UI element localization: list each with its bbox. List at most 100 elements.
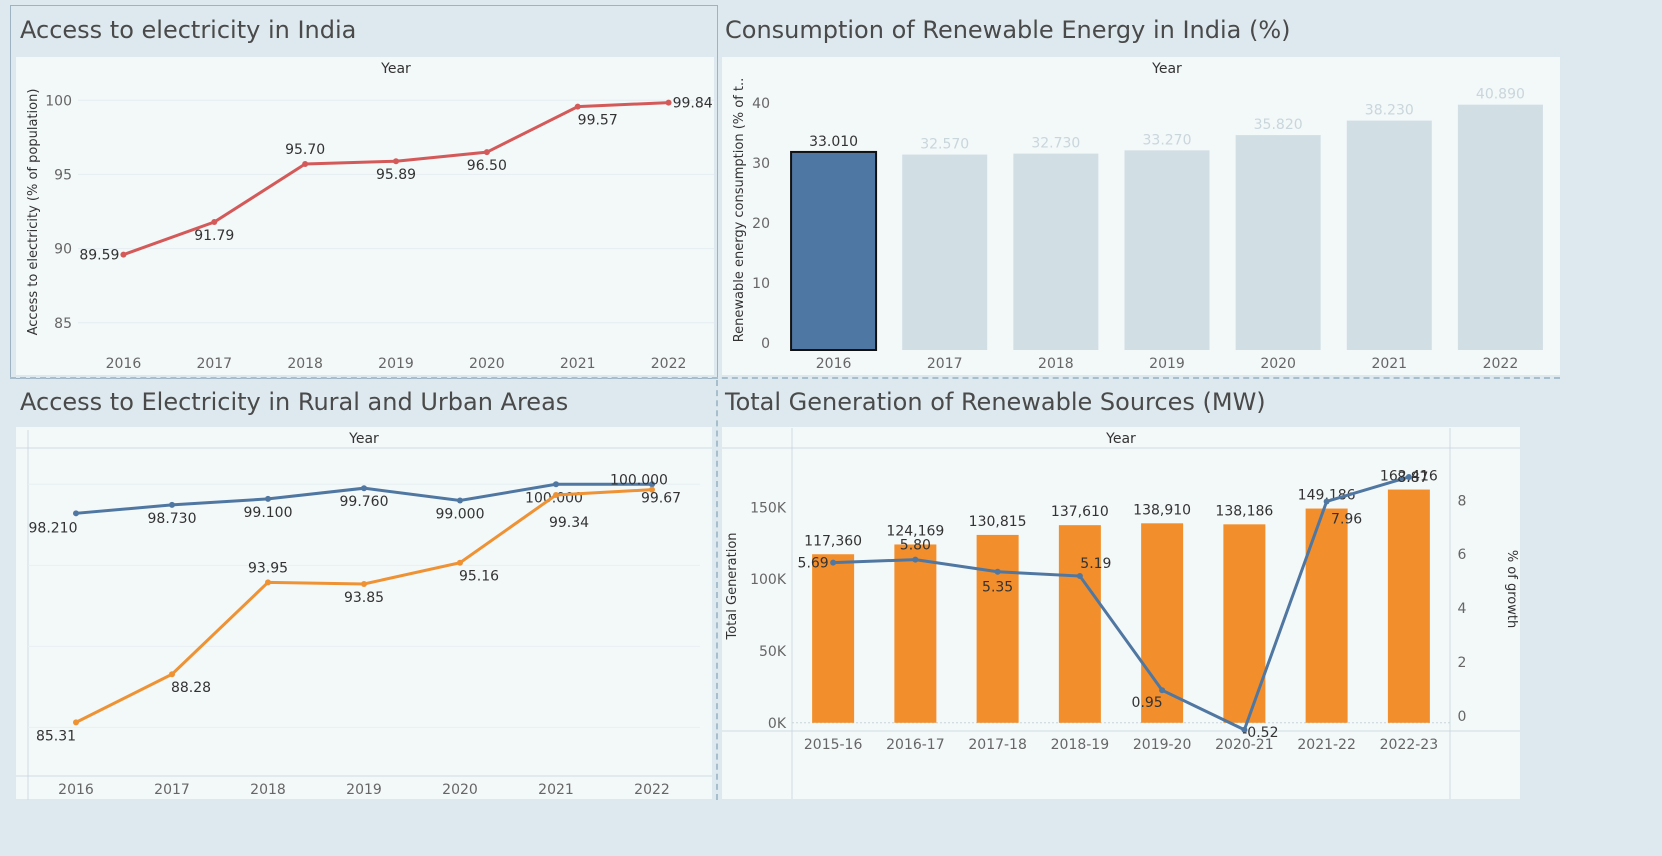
data-label: 100.000 — [610, 472, 668, 488]
rural-urban-panel: Access to Electricity in Rural and Urban… — [0, 380, 716, 856]
bar — [812, 554, 855, 723]
growth-label: -0.52 — [1242, 725, 1278, 741]
y-tick-label: 90 — [54, 242, 72, 258]
x-tick-label: 2020 — [1260, 356, 1296, 372]
bar-label: 138,186 — [1215, 503, 1273, 519]
y2-tick-label: 2 — [1458, 655, 1467, 671]
column-header: Year — [380, 61, 411, 77]
column-header: Year — [1105, 431, 1136, 447]
bar-label: 137,610 — [1051, 504, 1109, 520]
data-label: 88.28 — [171, 680, 211, 696]
horizontal-separator — [10, 377, 1560, 379]
y-tick-label: 150K — [750, 500, 787, 516]
data-label: 99.84 — [673, 96, 713, 112]
data-point — [649, 481, 655, 488]
bar — [1457, 104, 1543, 350]
y2-tick-label: 8 — [1458, 493, 1467, 509]
x-tick-label: 2020-21 — [1215, 737, 1274, 753]
growth-label: 5.35 — [982, 580, 1013, 596]
data-point — [302, 161, 309, 168]
data-point — [265, 495, 271, 502]
data-label: 33.270 — [1143, 132, 1192, 148]
y-tick-label: 100 — [45, 93, 72, 109]
data-label: 32.570 — [920, 137, 969, 153]
bar — [1235, 135, 1321, 350]
x-tick-label: 2017 — [154, 782, 190, 798]
x-tick-label: 2017 — [196, 356, 232, 372]
selected-panel-border — [10, 5, 718, 379]
y2-axis-label: % of growth — [1504, 550, 1519, 628]
data-label: 93.85 — [344, 590, 384, 606]
data-label: 98.210 — [29, 520, 78, 536]
growth-label: 0.95 — [1132, 695, 1163, 711]
bar — [1058, 525, 1101, 723]
data-point — [553, 492, 559, 499]
x-tick-label: 2017-18 — [968, 737, 1027, 753]
growth-point — [830, 559, 837, 566]
x-tick-label: 2018-19 — [1051, 737, 1110, 753]
y-tick-label: 30 — [752, 156, 770, 172]
renewable-consumption-chart: Year 0 10 20 30 40 Renewable energy consumptio… — [732, 61, 1543, 372]
y-axis-label: Access to electricity (% of population) — [26, 89, 41, 336]
x-tick-label: 2016 — [58, 782, 94, 798]
data-label: 91.79 — [194, 228, 234, 244]
x-tick-label: 2022 — [651, 356, 687, 372]
growth-point — [1076, 573, 1083, 580]
x-tick-label: 2019-20 — [1133, 737, 1192, 753]
data-label: 95.89 — [376, 167, 416, 183]
data-point — [73, 510, 79, 517]
data-label: 93.95 — [248, 560, 288, 576]
y-tick-label: 20 — [752, 216, 770, 232]
x-tick-label: 2022-23 — [1380, 737, 1439, 753]
x-tick-label: 2015-16 — [804, 737, 863, 753]
x-tick-label: 2018 — [287, 356, 323, 372]
data-label: 89.59 — [79, 248, 119, 264]
column-header: Year — [1151, 61, 1182, 77]
data-label: 95.16 — [459, 569, 499, 585]
data-point — [457, 559, 463, 566]
growth-label: 5.69 — [798, 556, 829, 572]
electricity-plot-area — [16, 57, 714, 375]
data-label: 40.890 — [1476, 87, 1525, 103]
data-label: 32.730 — [1031, 136, 1080, 152]
bar-label: 124,169 — [886, 523, 944, 539]
rural-urban-chart: Year 2016 2017 2018 2019 2020 2021 2022 98.210 98… — [16, 430, 712, 800]
y2-tick-label: 4 — [1458, 601, 1467, 617]
data-label: 99.760 — [340, 494, 389, 510]
renewable-consumption-panel: Consumption of Renewable Energy in India… — [718, 0, 1662, 378]
growth-label: 5.19 — [1080, 556, 1111, 572]
y-tick-label: 0 — [761, 336, 770, 352]
data-point — [457, 497, 463, 504]
x-tick-label: 2020 — [442, 782, 478, 798]
renewable-generation-panel: Total Generation of Renewable Sources (M… — [718, 380, 1662, 856]
bar-label: 130,815 — [969, 514, 1027, 530]
renewable-consumption-chart-title: Consumption of Renewable Energy in India… — [725, 16, 1291, 44]
growth-point — [1241, 726, 1248, 733]
data-label: 33.010 — [809, 134, 858, 150]
data-point — [120, 251, 127, 258]
data-point — [265, 579, 271, 586]
x-tick-label: 2018 — [1038, 356, 1074, 372]
data-label: 85.31 — [36, 728, 76, 744]
x-tick-label: 2018 — [250, 782, 286, 798]
x-tick-label: 2019 — [346, 782, 382, 798]
data-label: 99.100 — [244, 505, 293, 521]
growth-label: 8.87 — [1397, 470, 1428, 486]
x-tick-label: 2017 — [927, 356, 963, 372]
y-tick-label: 95 — [54, 167, 72, 183]
bar — [976, 534, 1019, 723]
x-tick-label: 2019 — [378, 356, 414, 372]
growth-point — [1159, 687, 1166, 694]
x-tick-label: 2021 — [560, 356, 596, 372]
bar — [894, 544, 937, 723]
x-tick-label: 2016 — [106, 356, 142, 372]
growth-label: 5.80 — [900, 538, 931, 554]
x-tick-label: 2021 — [538, 782, 574, 798]
data-point — [393, 158, 399, 165]
y-axis-label: Renewable energy consumption (% of t.. — [732, 78, 747, 343]
y-tick-label: 85 — [54, 316, 72, 332]
x-tick-label: 2016 — [816, 356, 852, 372]
y2-tick-label: 0 — [1458, 709, 1467, 725]
bar-label: 138,910 — [1133, 502, 1191, 518]
y-tick-label: 100K — [750, 572, 787, 588]
